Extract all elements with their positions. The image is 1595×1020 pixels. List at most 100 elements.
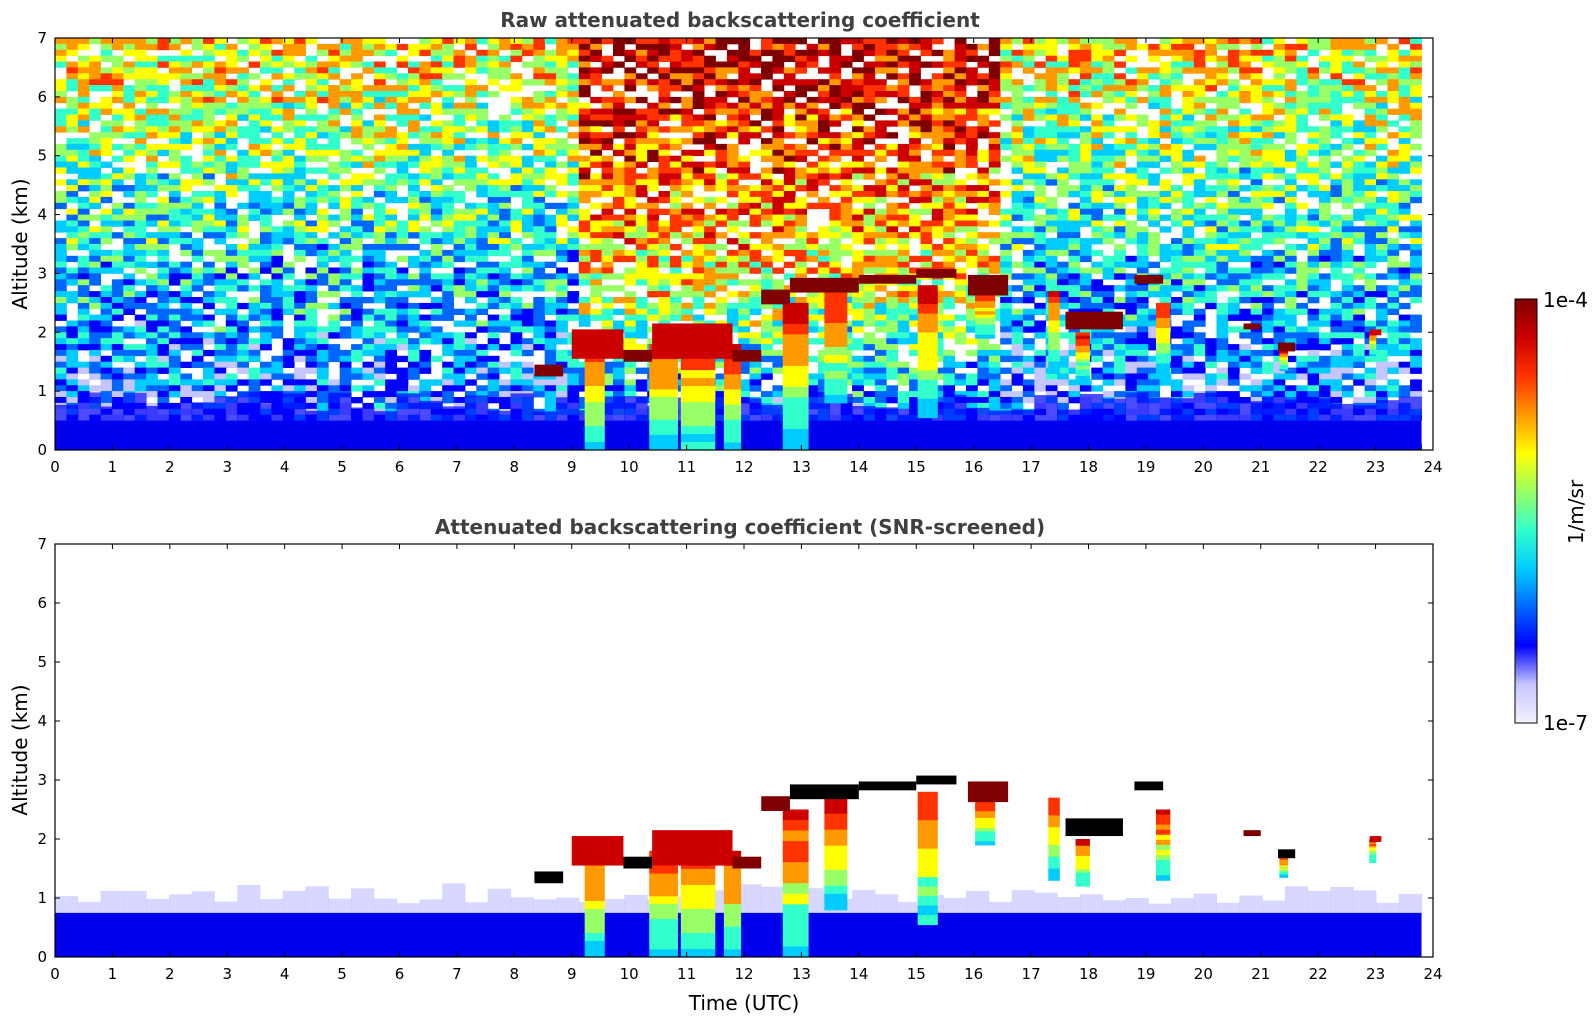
noise-cell [203,43,215,51]
noise-cell [1034,191,1047,198]
noise-cell [704,55,716,62]
noise-cell [1239,108,1252,115]
noise-cell [66,185,79,192]
noise-cell [1068,255,1081,263]
noise-cell [1079,214,1092,221]
noise-cell [453,143,466,151]
noise-cell [749,244,762,251]
noise-cell [897,96,910,104]
noise-cell [453,191,466,198]
noise-cell [1330,273,1343,280]
noise-cell [305,96,318,104]
noise-cell [874,49,887,57]
noise-cell [1125,114,1138,121]
noise-cell [1330,196,1343,204]
noise-cell [180,261,193,268]
noise-cell [726,291,739,298]
noise-cell [556,161,568,168]
noise-cell [1057,320,1069,327]
noise-cell [647,120,659,127]
noise-cell [613,114,625,121]
noise-cell [339,244,352,251]
noise-cell [476,326,489,333]
noise-cell [521,320,534,327]
noise-cell [669,267,682,274]
noise-cell [442,73,454,80]
noise-cell [1239,91,1252,98]
noise-cell [704,226,716,233]
noise-cell [920,167,933,174]
noise-cell [385,208,397,215]
noise-cell [1136,43,1149,51]
noise-cell [1011,273,1024,280]
noise-cell [134,185,147,192]
noise-cell [339,202,352,210]
noise-cell [533,138,546,145]
noise-cell [692,132,705,139]
noise-cell [203,155,215,162]
noise-cell [1376,167,1388,174]
noise-cell [852,132,864,139]
noise-cell [1341,143,1354,151]
noise-cell [840,173,853,180]
noise-cell [134,67,147,74]
noise-cell [1091,279,1104,286]
noise-cell [419,102,432,109]
noise-cell [920,96,933,104]
noise-cell [1000,61,1012,68]
noise-cell [1102,96,1115,104]
noise-cell [55,85,67,92]
noise-cell [362,285,375,292]
noise-cell [476,273,489,280]
noise-cell [806,297,819,304]
noise-cell [658,297,671,304]
noise-cell [294,220,306,227]
noise-cell [897,302,910,310]
noise-cell [1193,332,1206,339]
noise-cell [1319,273,1331,280]
noise-cell [499,126,511,133]
noise-cell [442,126,454,133]
noise-cell [658,291,671,298]
noise-cell [613,102,625,109]
noise-cell [624,167,637,174]
noise-cell [1159,91,1172,98]
noise-cell [499,179,511,186]
noise-cell [1398,73,1411,80]
noise-cell [726,226,739,233]
noise-cell [544,96,557,104]
noise-cell [1125,191,1138,198]
noise-cell [134,96,147,104]
noise-cell [1011,244,1024,251]
noise-cell [783,43,796,51]
noise-cell [521,79,534,86]
noise-cell [111,167,124,174]
noise-cell [1239,297,1252,304]
noise-cell [738,261,751,268]
noise-cell [1273,38,1286,45]
noise-cell [635,155,648,162]
noise-cell [715,214,728,221]
noise-cell [943,85,955,92]
noise-cell [237,55,249,62]
noise-cell [1284,55,1297,62]
noise-cell [499,261,511,268]
noise-cell [214,285,227,292]
noise-cell [738,43,751,51]
noise-cell [499,149,511,157]
noise-cell [1273,297,1286,304]
noise-cell [544,91,557,98]
noise-cell [146,214,158,221]
noise-cell [1068,126,1081,133]
noise-cell [613,226,625,233]
noise-cell [692,220,705,227]
noise-cell [430,179,443,186]
noise-cell [954,155,967,162]
noise-cell [316,91,329,98]
noise-cell [1284,255,1297,263]
noise-cell [111,61,124,68]
noise-cell [453,273,466,280]
noise-cell [282,302,295,310]
noise-cell [89,167,101,174]
noise-cell [1341,85,1354,92]
